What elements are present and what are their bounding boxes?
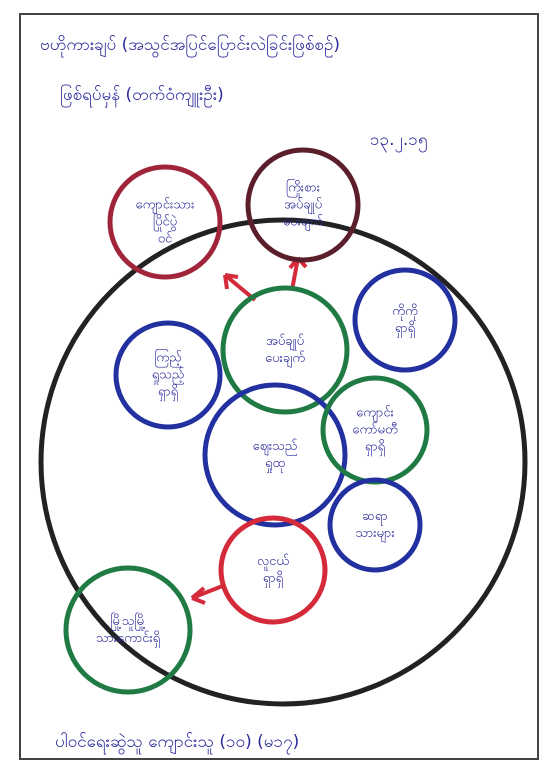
node-label: မြို့သူမြို့ xyxy=(110,612,146,631)
diagram: ဗဟိုကားချပ် (အသွင်အပြင်ပြောင်းလဲခြင်းဖြစ… xyxy=(0,0,551,773)
node-circle xyxy=(66,568,190,692)
title: ဗဟိုကားချပ် (အသွင်အပြင်ပြောင်းလဲခြင်းဖြစ… xyxy=(40,33,340,58)
node-label: ကြည့် xyxy=(154,349,182,368)
node-label: လူငယ် xyxy=(257,553,289,571)
arrow xyxy=(290,258,306,290)
node-label: ရှာရှိ xyxy=(365,439,385,457)
node-circle xyxy=(330,480,420,570)
node-label: သားကောင်းရှိ xyxy=(96,630,160,648)
node-label: ကျောင်းသား xyxy=(136,197,195,215)
node-label: ရှာရှိ xyxy=(395,320,415,338)
node-label: ကော်မတီ xyxy=(352,422,397,438)
node-label: ပြိုင်ပွဲ xyxy=(153,213,177,232)
date: ၁၃.၂.၁၅ xyxy=(370,130,427,153)
node-label: ကြိုးစား xyxy=(286,179,320,198)
node-circle xyxy=(221,518,325,622)
node-label: ရှုသည့် xyxy=(152,367,185,385)
arrow xyxy=(192,585,225,603)
node-label: ဈေးသည် xyxy=(253,438,298,456)
node-label: ပေးချက် xyxy=(283,214,323,232)
node-label: ဆရာ xyxy=(362,509,387,526)
node-label: ကျောင်း xyxy=(356,405,394,423)
node-label: အပ်ချုပ် xyxy=(284,197,322,215)
node-label: အပ်ချုပ် xyxy=(266,333,304,351)
node-label: ဝင် xyxy=(158,231,173,247)
node-label: သားများ xyxy=(355,526,394,543)
node-label: ရှာရှိ xyxy=(263,570,283,588)
node-circle xyxy=(355,270,455,370)
footer: ပါဝင်ရေးဆွဲသူ ကျောင်းသူ (၁၀) (မ၁၇) xyxy=(55,731,299,755)
node-circle xyxy=(205,385,345,525)
node-label: ပေးချက် xyxy=(265,350,305,368)
subtitle: ဖြစ်ရပ်မှန် (တက်ဝံကျူးဦး) xyxy=(60,83,224,108)
node-label: ရှာရှိ xyxy=(158,384,178,402)
node-label: ရှုထု xyxy=(265,456,285,473)
nodes: ကျောင်းသားပြိုင်ပွဲဝင်ကြိုးစားအပ်ချုပ်ပေ… xyxy=(66,150,455,692)
node-label: ကိုကို xyxy=(392,303,417,321)
page: ဗဟိုကားချပ် (အသွင်အပြင်ပြောင်းလဲခြင်းဖြစ… xyxy=(0,0,551,773)
